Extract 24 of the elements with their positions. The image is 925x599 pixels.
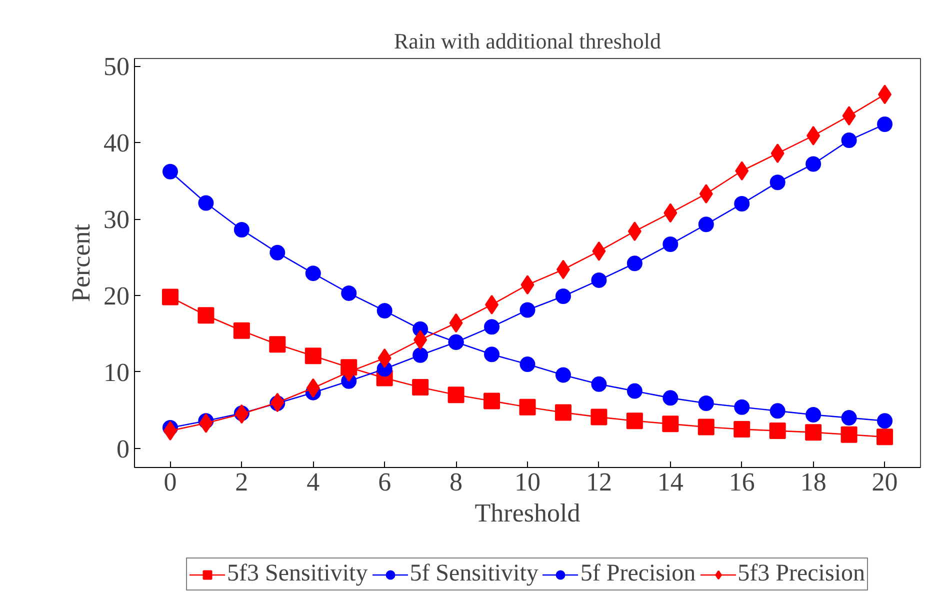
x-tick-label: 6 [378, 468, 392, 496]
x-tick-label: 20 [872, 468, 898, 496]
y-tick-label: 20 [104, 281, 130, 310]
x-tick-label: 18 [800, 468, 826, 496]
x-tick-label: 8 [450, 468, 463, 496]
chart-title: Rain with additional threshold [394, 28, 662, 54]
x-tick-label: 16 [728, 468, 755, 496]
y-tick-label: 30 [104, 205, 130, 234]
y-tick-label: 0 [116, 434, 130, 464]
x-tick-label: 2 [235, 468, 248, 496]
x-tick-label: 0 [164, 468, 177, 496]
y-tick-label: 50 [104, 52, 130, 82]
x-axis-title: Threshold [474, 498, 580, 528]
x-tick-label: 10 [514, 468, 540, 496]
y-tick-label: 10 [104, 358, 130, 387]
x-tick-label: 14 [657, 468, 684, 496]
legend-label: 5f3 Sensitivity [227, 560, 368, 588]
x-tick-label: 12 [586, 468, 612, 496]
y-tick-label: 40 [104, 128, 130, 158]
legend-label: 5f3 Precision [738, 560, 865, 588]
x-tick-label: 4 [306, 468, 320, 496]
y-axis-title: Percent [66, 223, 96, 302]
legend-label: 5f Precision [580, 560, 696, 588]
legend-label: 5f Sensitivity [410, 560, 538, 588]
